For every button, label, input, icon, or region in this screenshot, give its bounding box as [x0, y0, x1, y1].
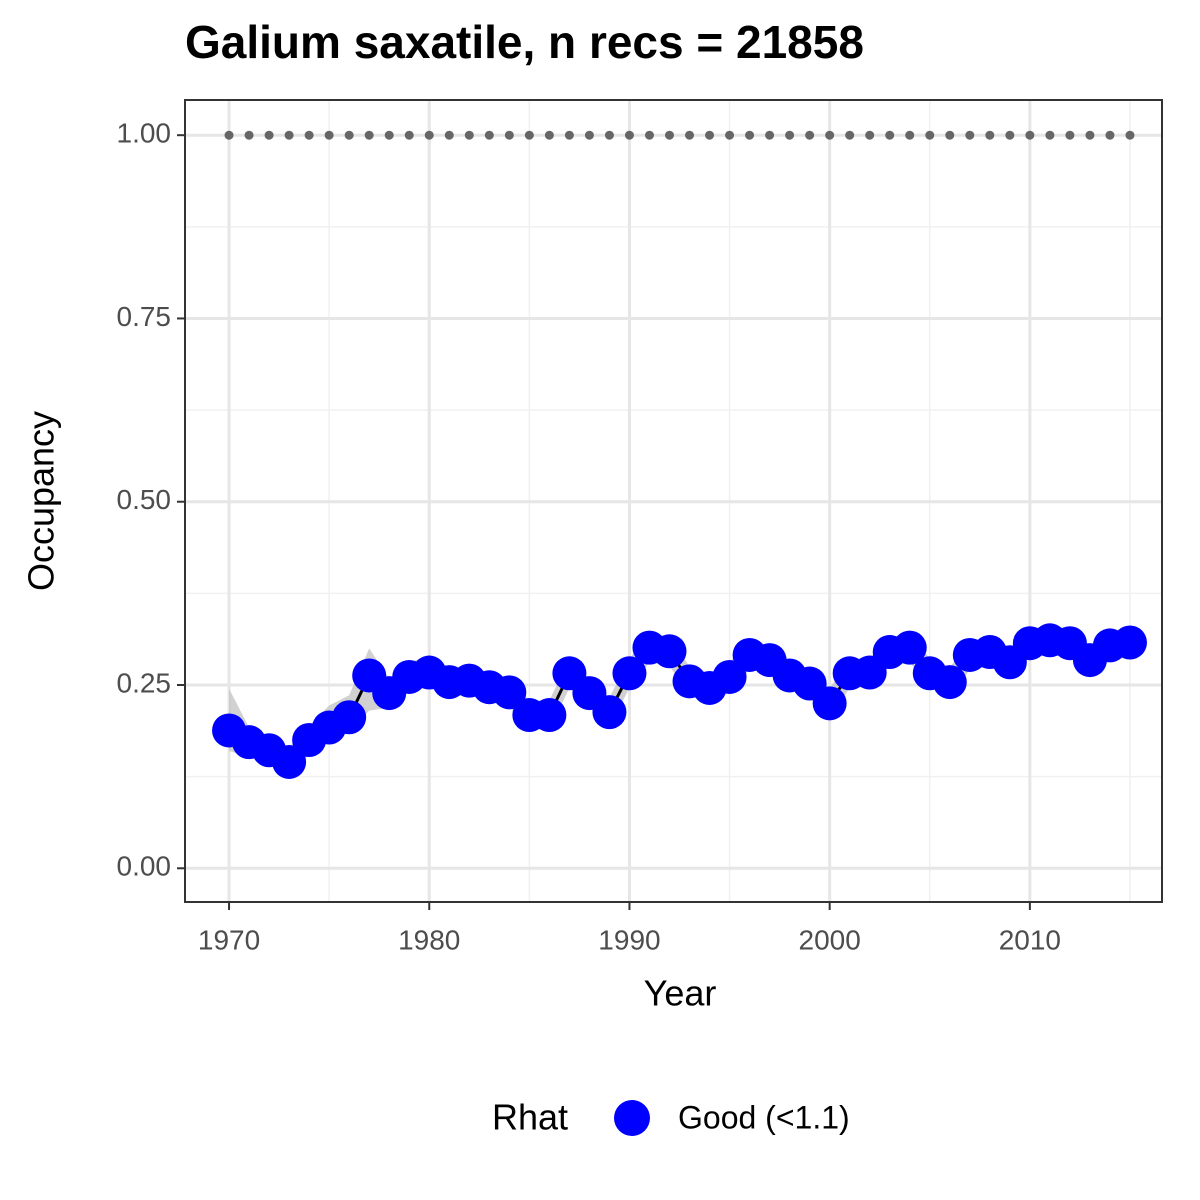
point — [892, 630, 927, 665]
reference-dot — [925, 130, 935, 140]
point — [712, 659, 747, 694]
chart-title: Galium saxatile, n recs = 21858 — [185, 16, 864, 68]
reference-dot — [444, 130, 454, 140]
reference-dot — [464, 130, 474, 140]
x-tick-label: 2000 — [799, 924, 861, 955]
reference-dot — [584, 130, 594, 140]
reference-dot — [905, 130, 915, 140]
reference-dot — [865, 130, 875, 140]
reference-dot — [224, 130, 234, 140]
reference-dot — [304, 130, 314, 140]
point — [532, 698, 567, 733]
reference-dot — [364, 130, 374, 140]
reference-dot — [885, 130, 895, 140]
reference-dot — [785, 130, 795, 140]
y-tick-label: 0.75 — [117, 301, 172, 332]
reference-dot — [1025, 130, 1035, 140]
plot-border — [184, 99, 1163, 903]
reference-dot — [685, 130, 695, 140]
x-tick-label: 1970 — [198, 924, 260, 955]
y-axis-label: Occupancy — [21, 411, 62, 591]
reference-dot — [564, 130, 574, 140]
reference-dot — [504, 130, 514, 140]
point — [332, 700, 367, 735]
y-tick-label: 0.25 — [117, 667, 172, 698]
reference-dot — [384, 130, 394, 140]
reference-dot — [1105, 130, 1115, 140]
reference-dot — [624, 130, 634, 140]
reference-dot — [825, 130, 835, 140]
reference-dot — [1085, 130, 1095, 140]
reference-dot — [664, 130, 674, 140]
reference-dot — [745, 130, 755, 140]
point — [612, 656, 647, 691]
y-tick-label: 0.50 — [117, 484, 172, 515]
reference-dot — [644, 130, 654, 140]
reference-dot — [705, 130, 715, 140]
reference-dot — [484, 130, 494, 140]
reference-dot — [284, 130, 294, 140]
point — [932, 665, 967, 700]
x-tick-label: 2010 — [999, 924, 1061, 955]
y-tick-label: 1.00 — [117, 118, 172, 149]
reference-dot — [604, 130, 614, 140]
x-axis-label: Year — [644, 973, 717, 1014]
reference-dot — [544, 130, 554, 140]
reference-dot — [524, 130, 534, 140]
point — [1112, 625, 1147, 660]
reference-dot — [344, 130, 354, 140]
point — [492, 675, 527, 710]
point — [272, 744, 307, 779]
point — [652, 634, 687, 669]
reference-dot — [264, 130, 274, 140]
reference-dot — [845, 130, 855, 140]
point — [592, 695, 627, 730]
reference-dot — [1125, 130, 1135, 140]
reference-dot — [765, 130, 775, 140]
reference-dot — [1065, 130, 1075, 140]
legend-label: Good (<1.1) — [678, 1099, 850, 1135]
reference-dot — [945, 130, 955, 140]
reference-dot — [1045, 130, 1055, 140]
reference-dot — [424, 130, 434, 140]
legend-marker — [614, 1100, 650, 1136]
point — [812, 686, 847, 721]
reference-dot — [965, 130, 975, 140]
reference-dot — [1005, 130, 1015, 140]
reference-dot — [244, 130, 254, 140]
reference-dot — [985, 130, 995, 140]
x-tick-label: 1990 — [598, 924, 660, 955]
y-tick-label: 0.00 — [117, 851, 172, 882]
reference-dot — [805, 130, 815, 140]
legend-title: Rhat — [492, 1097, 568, 1138]
reference-dot — [725, 130, 735, 140]
x-tick-label: 1980 — [398, 924, 460, 955]
reference-dot — [324, 130, 334, 140]
reference-dot — [404, 130, 414, 140]
